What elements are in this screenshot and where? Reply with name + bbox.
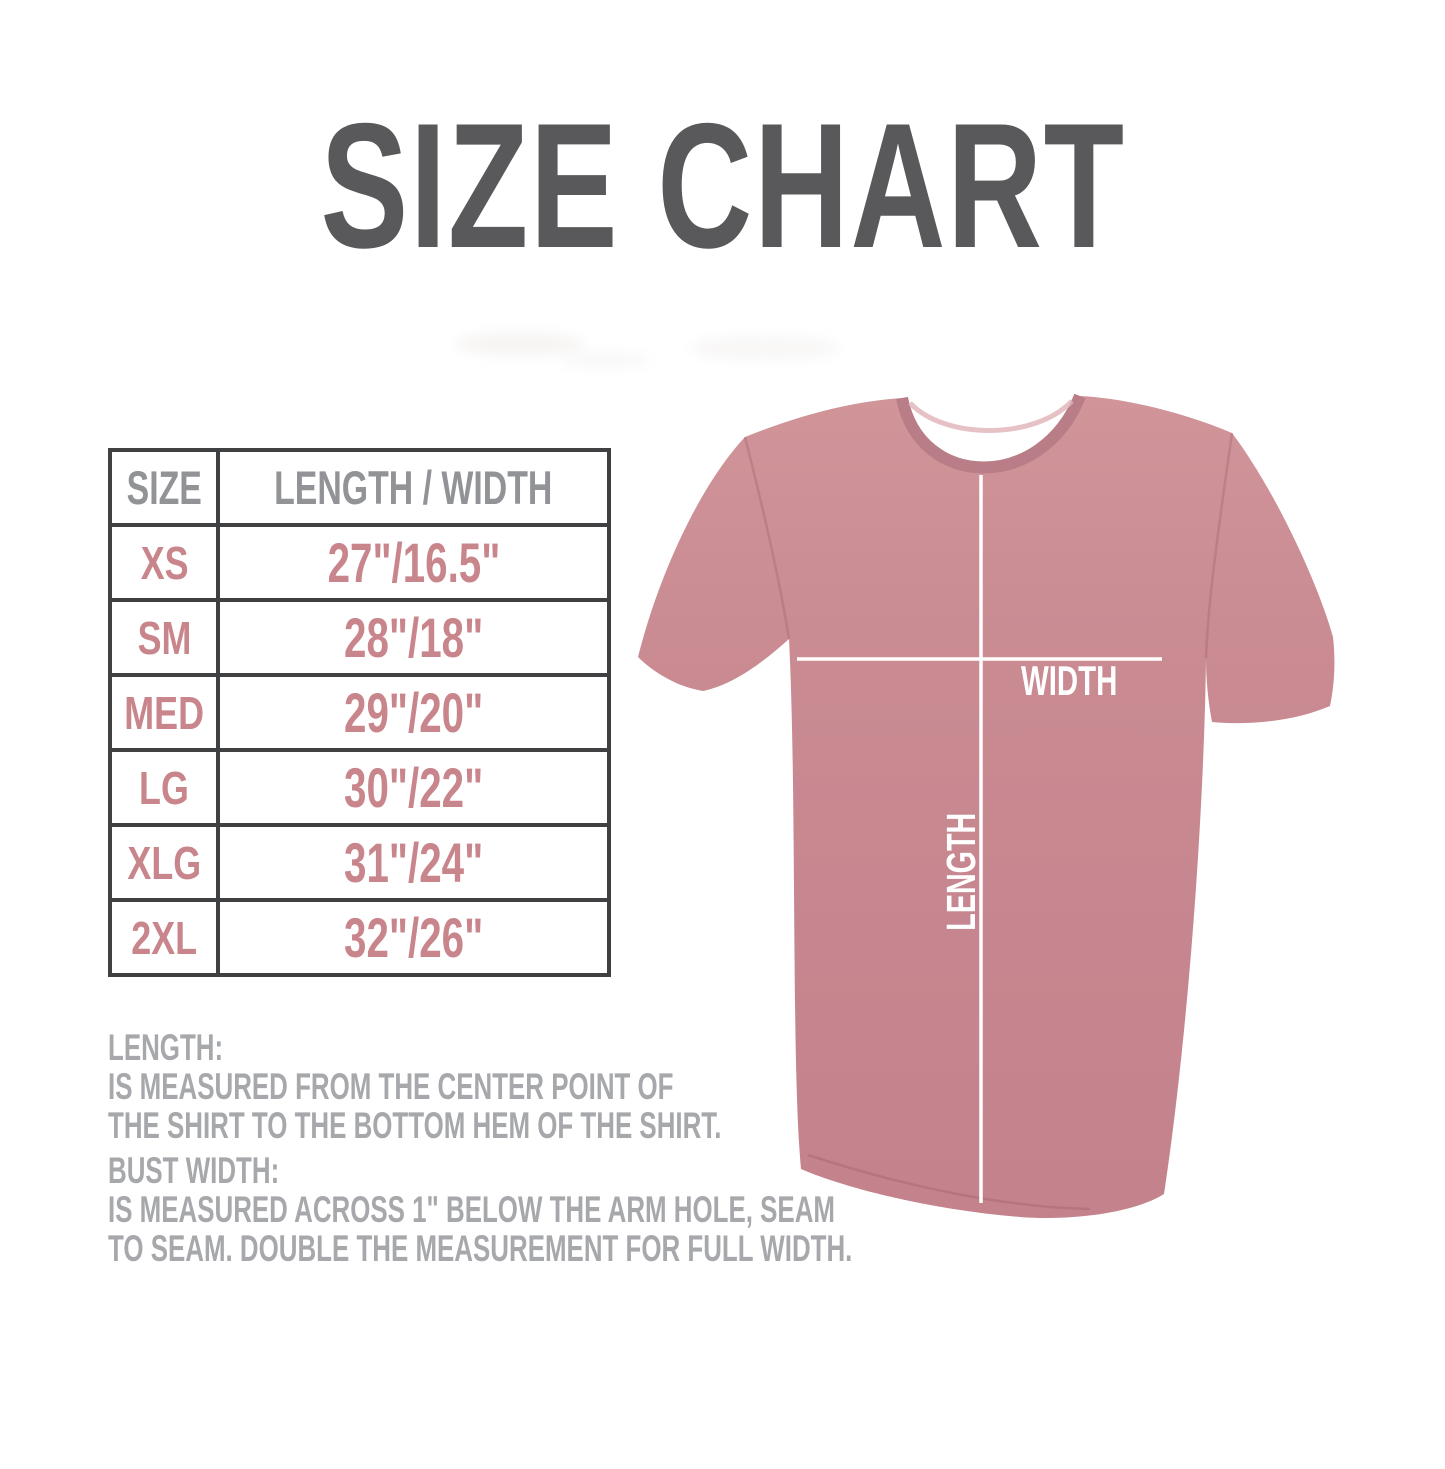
width-label: WIDTH — [1021, 657, 1118, 704]
dims-cell: 31"/24" — [344, 831, 484, 894]
tshirt-body — [638, 396, 1335, 1219]
table-row: MED 29"/20" — [107, 673, 611, 752]
photo-smudge — [690, 336, 840, 360]
column-header-size: SIZE — [126, 461, 202, 514]
collar-back-edge — [908, 399, 1074, 433]
hem-stitch — [807, 1153, 1091, 1211]
dims-cell: 27"/16.5" — [327, 531, 501, 594]
sleeve-seam-left — [743, 436, 791, 640]
size-table: SIZE LENGTH / WIDTH XS 27"/16.5" SM 28"/… — [107, 448, 611, 977]
length-note-heading: LENGTH: — [108, 1027, 224, 1068]
page-title-text: SIZE CHART — [319, 86, 1126, 285]
tshirt-image — [638, 393, 1335, 1219]
photo-smudge — [560, 352, 650, 368]
page-title: SIZE CHART — [0, 97, 1445, 275]
table-row: SM 28"/18" — [107, 598, 611, 677]
table-row: LG 30"/22" — [107, 748, 611, 827]
sleeve-seam-right — [1204, 432, 1234, 659]
length-note-line: IS MEASURED FROM THE CENTER POINT OF — [108, 1065, 674, 1107]
bust-note-line: TO SEAM. DOUBLE THE MEASUREMENT FOR FULL… — [108, 1227, 853, 1269]
size-cell: MED — [124, 686, 205, 739]
table-row: XLG 31"/24" — [107, 823, 611, 902]
size-cell: SM — [137, 611, 192, 664]
size-cell: LG — [139, 761, 190, 814]
table-row: 2XL 32"/26" — [107, 898, 611, 977]
tshirt-measurement-diagram — [620, 345, 1445, 1250]
length-note-line: THE SHIRT TO THE BOTTOM HEM OF THE SHIRT… — [108, 1104, 722, 1146]
dims-cell: 29"/20" — [344, 681, 484, 744]
collar-ribbing — [896, 393, 1086, 474]
size-cell: XLG — [127, 836, 202, 889]
table-header-row: SIZE LENGTH / WIDTH — [107, 448, 611, 527]
photo-smudge — [455, 332, 585, 356]
dims-cell: 32"/26" — [344, 906, 484, 969]
length-label: LENGTH — [938, 812, 984, 931]
bust-note-heading: BUST WIDTH: — [108, 1150, 280, 1192]
dims-cell: 28"/18" — [344, 606, 484, 669]
size-cell: XS — [140, 536, 189, 589]
size-cell: 2XL — [131, 911, 198, 964]
measurement-notes: LENGTH: IS MEASURED FROM THE CENTER POIN… — [108, 1027, 1171, 1269]
bust-note-line: IS MEASURED ACROSS 1" BELOW THE ARM HOLE… — [108, 1189, 835, 1231]
column-header-dims: LENGTH / WIDTH — [274, 461, 553, 514]
table-row: XS 27"/16.5" — [107, 523, 611, 602]
dims-cell: 30"/22" — [344, 756, 484, 819]
